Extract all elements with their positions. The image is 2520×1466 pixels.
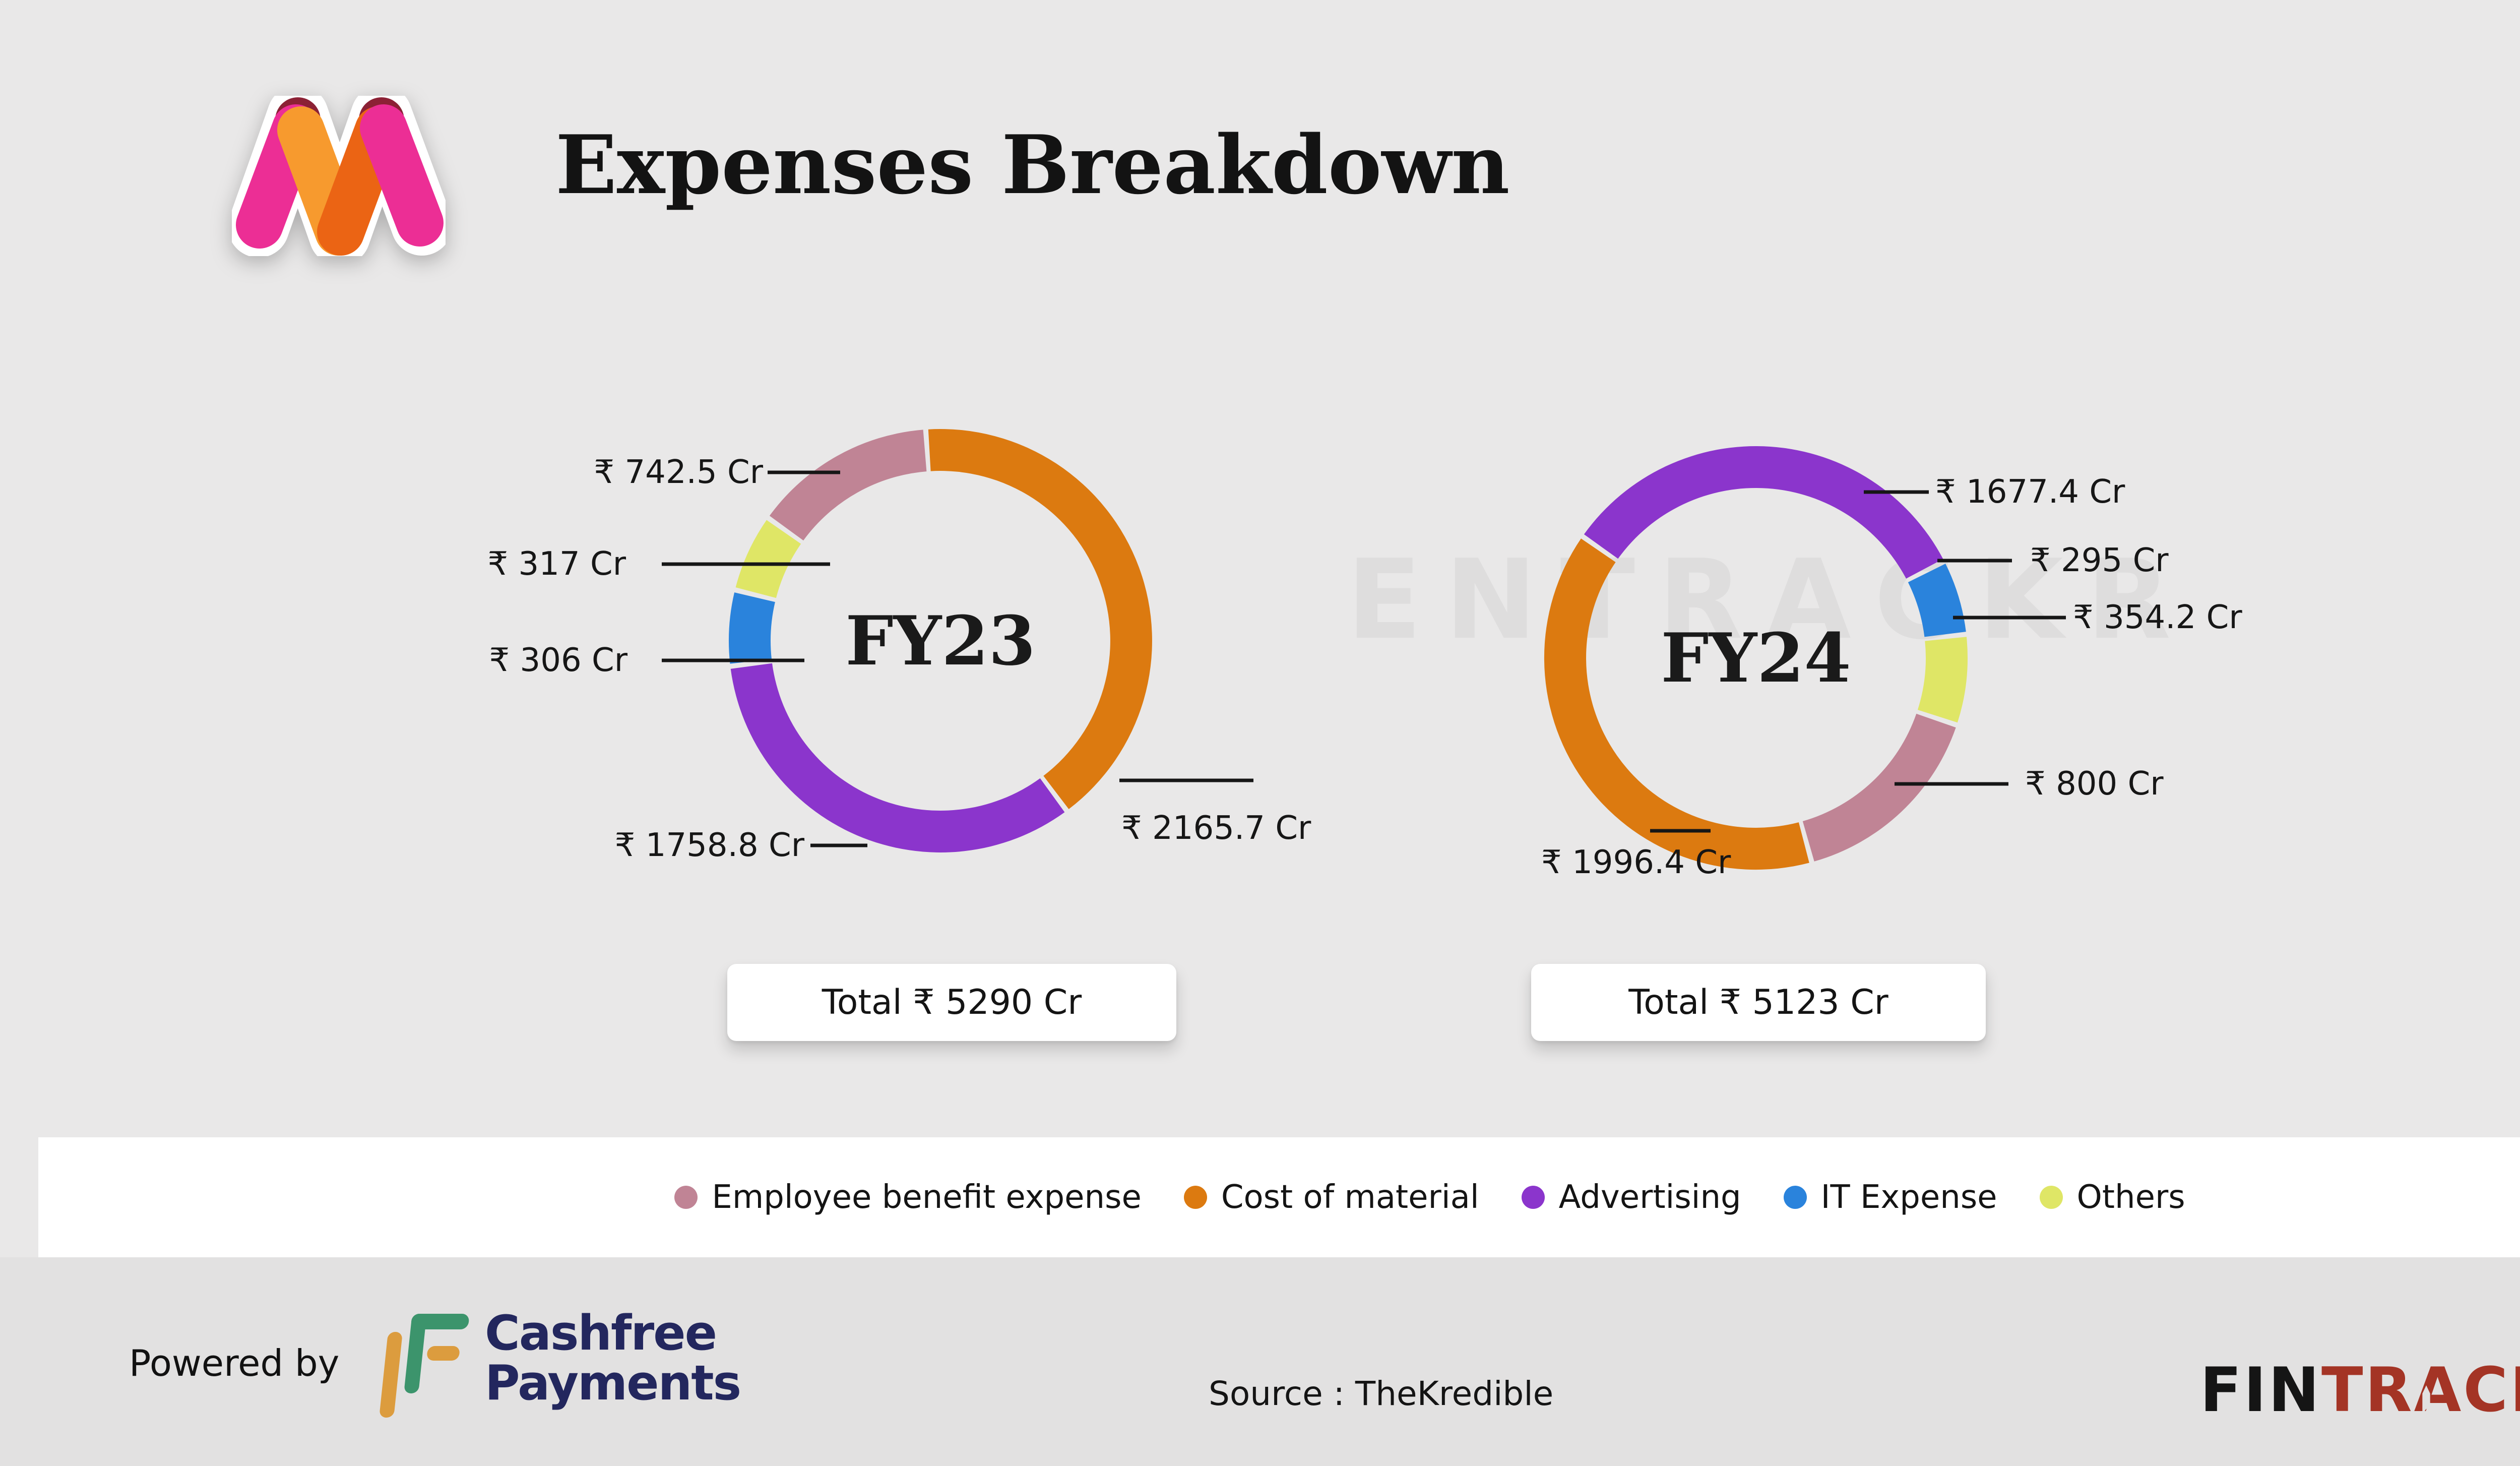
total-card-fy23: Total ₹ 5290 Cr: [727, 964, 1176, 1041]
legend-item-others: Others: [2039, 1179, 2185, 1216]
legend-dot-others: [2039, 1186, 2063, 1209]
legend-dot-cost-of-material: [1183, 1186, 1207, 1209]
legend-dot-it-expense: [1783, 1186, 1807, 1209]
rocket-icon: [2422, 1385, 2430, 1415]
legend: Employee benefit expense Cost of material…: [674, 1179, 2185, 1216]
legend-label: Others: [2076, 1179, 2185, 1216]
donut-center-label-fy24: FY24: [1661, 618, 1851, 698]
legend-item-employee-benefit-expense: Employee benefit expense: [674, 1179, 1142, 1216]
fintrackr-wordmark: FINTRACKR: [2200, 1357, 2520, 1424]
slice-value-label-fy24-cost-of-material: ₹ 1996.4 Cr: [1541, 844, 1731, 881]
slice-value-label-fy23-it-expense: ₹ 306 Cr: [489, 642, 627, 679]
donut-slice-fy24-it-expense: [1908, 564, 1966, 637]
donut-slice-fy24-others: [1917, 637, 1968, 723]
cashfree-line2: Payments: [485, 1356, 741, 1411]
slice-value-label-fy24-employee-benefit-expense: ₹ 800 Cr: [2025, 765, 2164, 803]
donut-center-label-fy23: FY23: [845, 601, 1036, 681]
legend-label: Employee benefit expense: [712, 1179, 1142, 1216]
slice-value-label-fy23-employee-benefit-expense: ₹ 742.5 Cr: [594, 454, 763, 491]
legend-dot-employee-benefit-expense: [674, 1186, 698, 1209]
legend-label: Advertising: [1558, 1179, 1741, 1216]
legend-item-cost-of-material: Cost of material: [1183, 1179, 1479, 1216]
slice-value-label-fy23-others: ₹ 317 Cr: [487, 545, 626, 583]
total-card-fy24: Total ₹ 5123 Cr: [1531, 964, 1986, 1041]
fintrackr-black: FIN: [2200, 1355, 2321, 1426]
cashfree-line1: Cashfree: [485, 1306, 717, 1361]
donut-slice-fy24-advertising: [1584, 446, 1943, 579]
donut-slice-fy23-others: [735, 520, 801, 598]
fintrackr-red: TRACKR: [2321, 1355, 2520, 1426]
donut-slice-fy23-it-expense: [729, 592, 775, 664]
legend-dot-advertising: [1521, 1186, 1545, 1209]
slice-value-label-fy24-advertising: ₹ 1677.4 Cr: [1935, 473, 2125, 511]
legend-band: Employee benefit expense Cost of material…: [38, 1137, 2520, 1257]
donut-slice-fy23-employee-benefit-expense: [769, 430, 927, 541]
slice-value-label-fy23-advertising: ₹ 1758.8 Cr: [614, 827, 804, 864]
watermark: ENTRACKR: [1347, 536, 2194, 664]
slice-value-label-fy24-others: ₹ 354.2 Cr: [2073, 599, 2242, 636]
cashfree-logo-icon: [380, 1314, 469, 1418]
slice-value-label-fy23-cost-of-material: ₹ 2165.7 Cr: [1121, 810, 1311, 847]
cashfree-wordmark: Cashfree Payments: [485, 1306, 741, 1411]
legend-label: Cost of material: [1221, 1179, 1479, 1216]
source-label: Source : TheKredible: [1209, 1374, 1554, 1413]
donut-slice-fy24-cost-of-material: [1544, 538, 1809, 870]
legend-item-advertising: Advertising: [1521, 1179, 1741, 1216]
donut-slice-fy24-employee-benefit-expense: [1802, 713, 1956, 862]
slice-value-label-fy24-it-expense: ₹ 295 Cr: [2030, 542, 2169, 579]
legend-item-it-expense: IT Expense: [1783, 1179, 1997, 1216]
page-title: Expenses Breakdown: [555, 117, 1510, 212]
donut-slice-fy23-advertising: [730, 663, 1065, 852]
donut-slice-fy23-cost-of-material: [928, 429, 1152, 809]
powered-by-label: Powered by: [129, 1342, 340, 1384]
legend-label: IT Expense: [1820, 1179, 1997, 1216]
myntra-logo-icon: [232, 96, 446, 256]
